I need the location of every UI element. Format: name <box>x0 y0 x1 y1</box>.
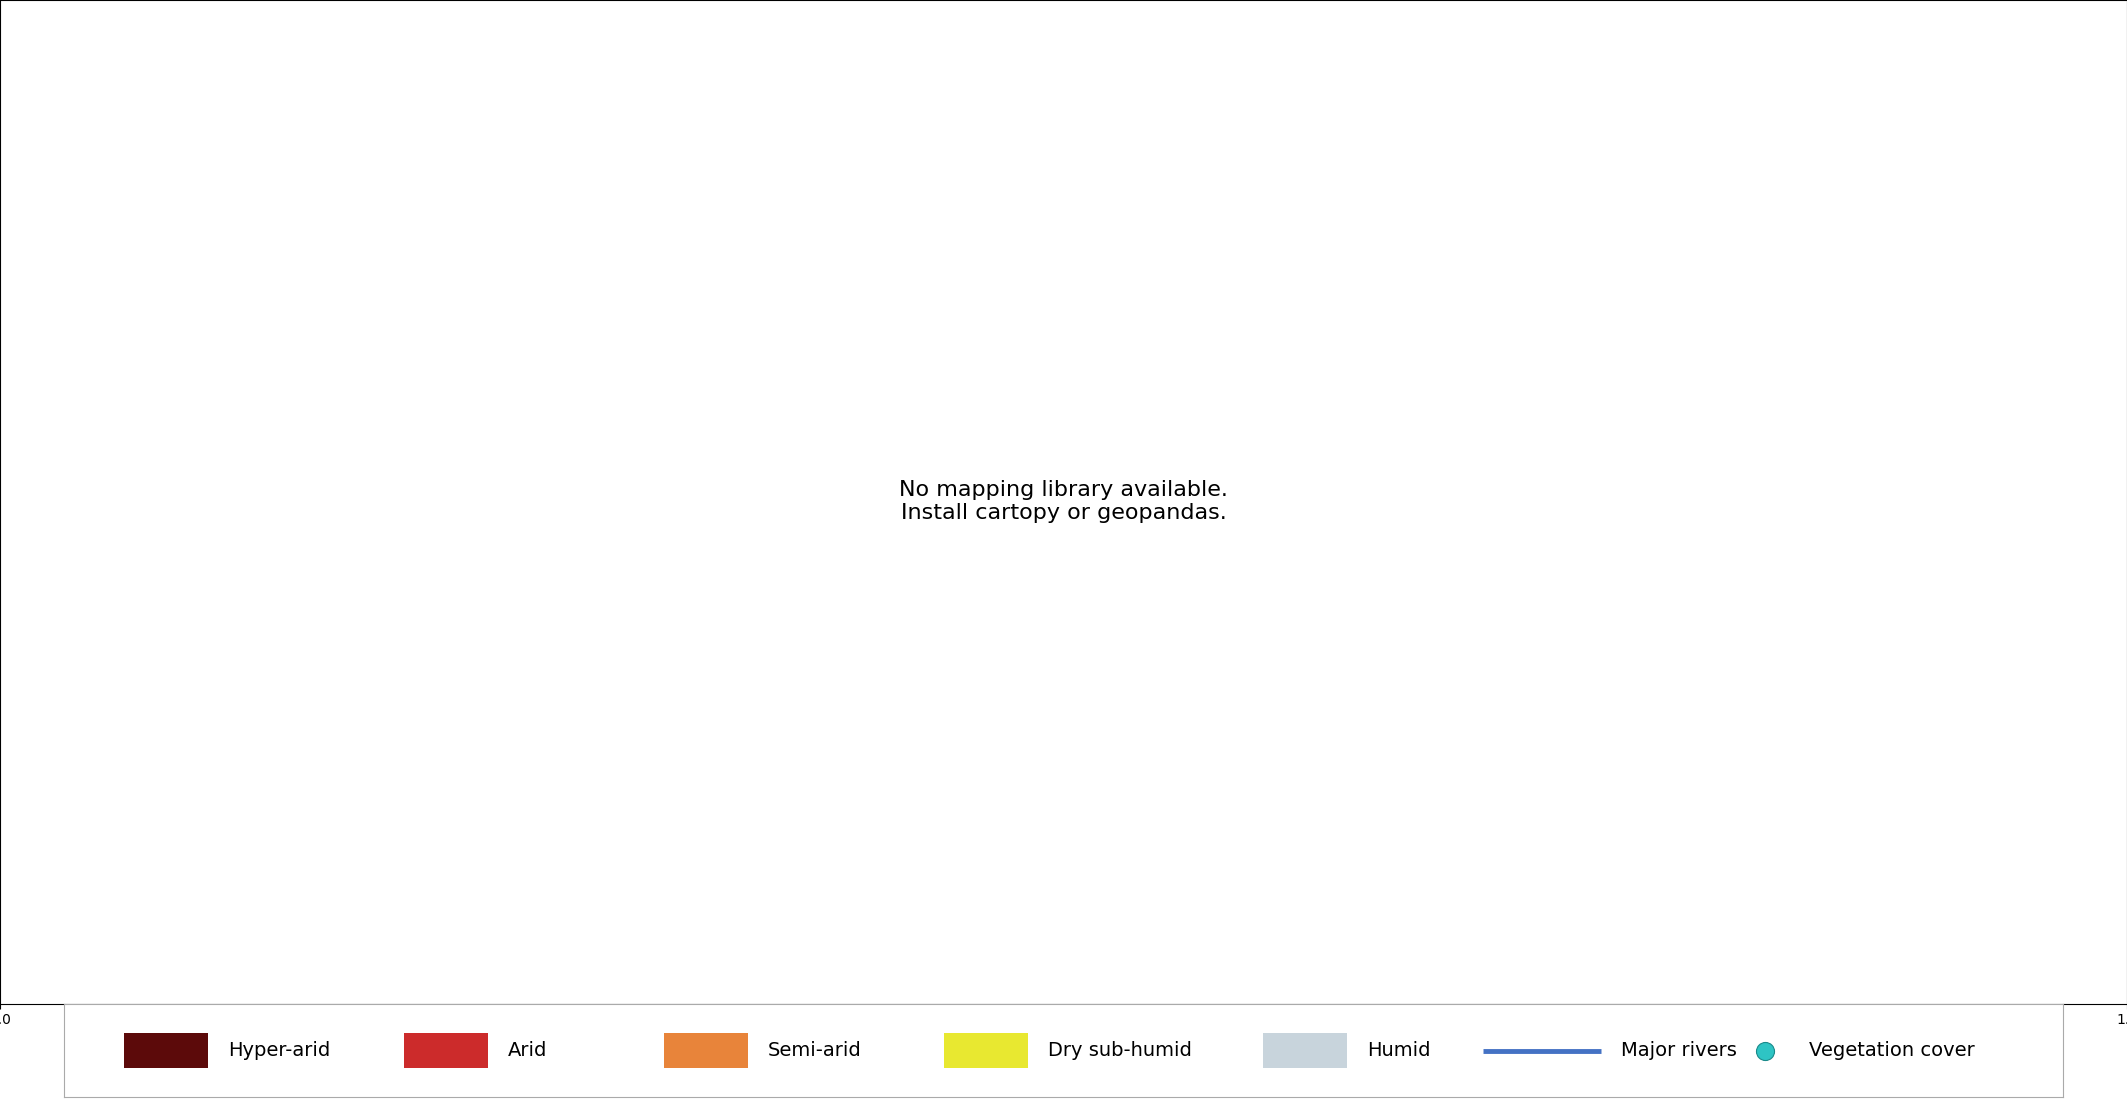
Text: Semi-arid: Semi-arid <box>768 1041 861 1060</box>
Text: Humid: Humid <box>1368 1041 1431 1060</box>
FancyBboxPatch shape <box>664 1032 747 1069</box>
Text: Major rivers: Major rivers <box>1621 1041 1738 1060</box>
FancyBboxPatch shape <box>404 1032 487 1069</box>
Text: Dry sub-humid: Dry sub-humid <box>1046 1041 1191 1060</box>
FancyBboxPatch shape <box>123 1032 208 1069</box>
Text: Arid: Arid <box>508 1041 547 1060</box>
Text: Hyper-arid: Hyper-arid <box>228 1041 330 1060</box>
Text: Vegetation cover: Vegetation cover <box>1810 1041 1976 1060</box>
Text: No mapping library available.
Install cartopy or geopandas.: No mapping library available. Install ca… <box>900 480 1227 524</box>
FancyBboxPatch shape <box>944 1032 1027 1069</box>
FancyBboxPatch shape <box>1263 1032 1346 1069</box>
